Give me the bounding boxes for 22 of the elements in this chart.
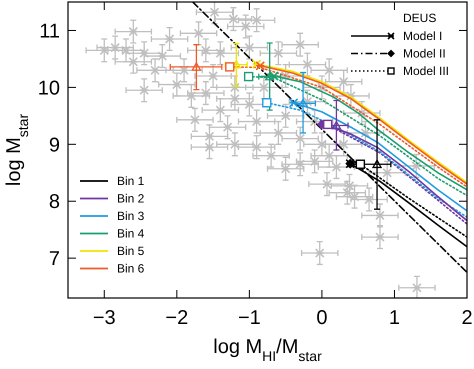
legend-label: Bin 6 bbox=[117, 262, 145, 276]
legend-title: DEUS bbox=[403, 11, 436, 26]
y-tick-label: 7 bbox=[48, 248, 60, 270]
x-tick-label: 0 bbox=[316, 307, 328, 329]
x-tick-label: 2 bbox=[461, 307, 473, 329]
legend-label: Model I bbox=[403, 29, 442, 44]
x-tick-label: −3 bbox=[92, 307, 116, 329]
x-tick-label: 1 bbox=[388, 307, 400, 329]
legend-label: Model III bbox=[403, 64, 450, 78]
legend-label: Bin 2 bbox=[117, 192, 145, 206]
y-tick-label: 10 bbox=[38, 77, 60, 100]
y-tick-label: 11 bbox=[39, 20, 60, 42]
y-tick-label: 9 bbox=[48, 134, 60, 156]
legend-label: Bin 5 bbox=[117, 244, 145, 258]
x-axis-title: log M$_{HI}$/M$_{star}$ bbox=[213, 336, 322, 364]
y-tick-label: 8 bbox=[48, 191, 60, 214]
x-tick-label: −2 bbox=[165, 307, 188, 329]
legend-label: Model II bbox=[403, 46, 446, 61]
legend-label: Bin 1 bbox=[117, 174, 145, 188]
legend-label: Bin 4 bbox=[117, 226, 145, 241]
legend-label: Bin 3 bbox=[117, 209, 145, 224]
x-tick-label: −1 bbox=[238, 307, 261, 329]
